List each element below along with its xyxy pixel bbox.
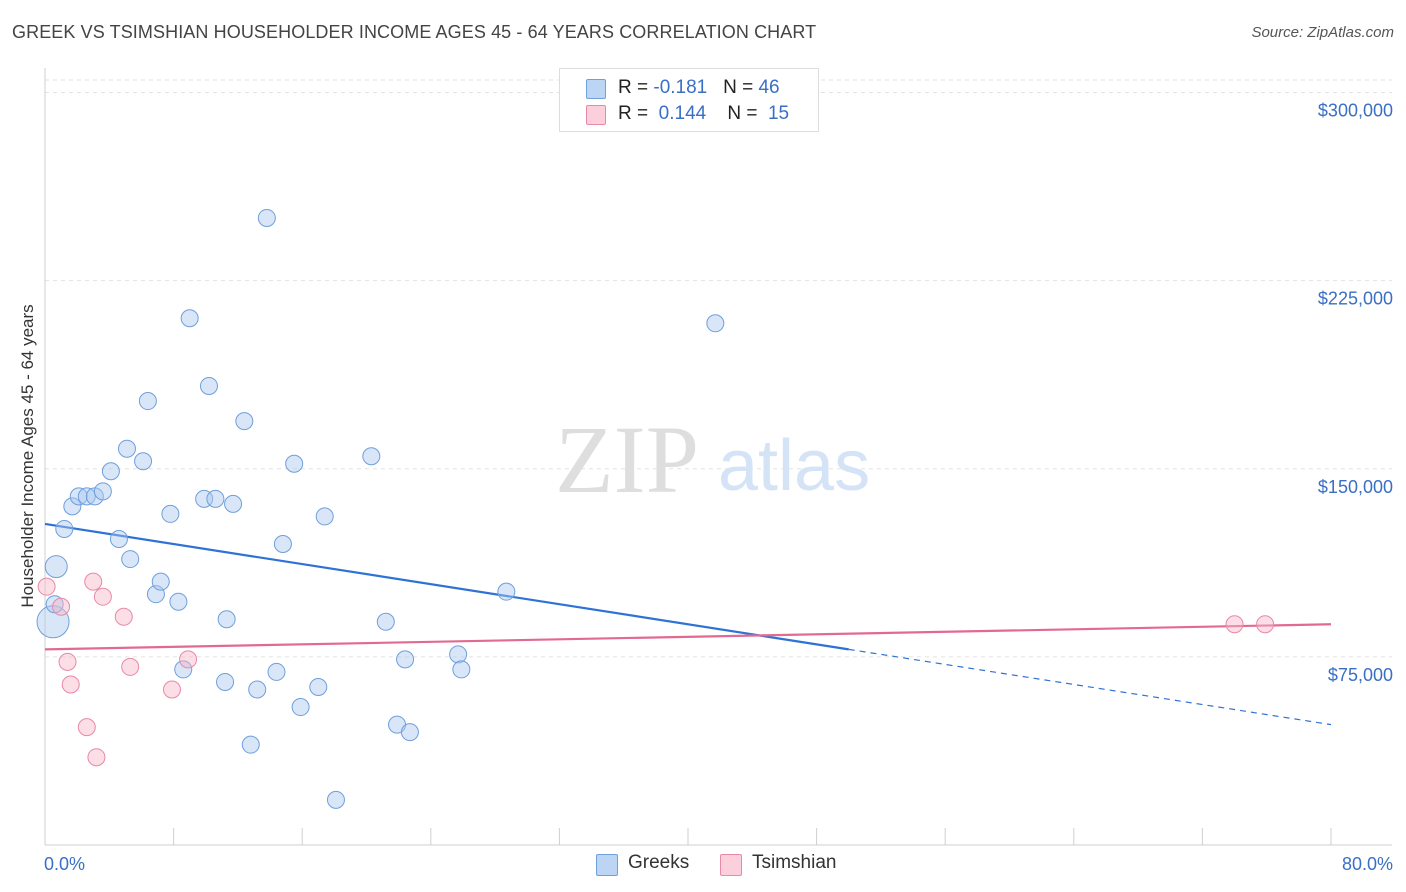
greeks-legend-swatch: [596, 854, 618, 876]
tsimshian-point: [61, 675, 80, 694]
greeks-point: [309, 677, 328, 696]
greeks-point: [101, 462, 120, 481]
y-tick-label: $75,000: [1328, 665, 1393, 685]
tsimshian-point: [121, 657, 140, 676]
greeks-point: [326, 790, 345, 809]
greeks-point: [257, 208, 276, 227]
greeks-trend-extension: [848, 648, 1332, 726]
tsimshian-point: [77, 718, 96, 737]
tsimshian-point: [37, 577, 56, 596]
greeks-point: [161, 504, 180, 523]
tsimshian-point: [114, 607, 133, 626]
greeks-point: [400, 723, 419, 742]
greeks-point: [291, 698, 310, 717]
y-tick-label: $300,000: [1318, 101, 1393, 121]
greeks-point: [497, 582, 516, 601]
grid-lines: [45, 79, 1392, 658]
greeks-point: [138, 392, 157, 411]
greeks-point: [248, 680, 267, 699]
tsimshian-point: [87, 748, 106, 767]
tsimshian-trend-line: [44, 623, 1332, 651]
greeks-point: [396, 650, 415, 669]
greeks-point: [217, 610, 236, 629]
n-label: N =: [727, 103, 763, 124]
legend-row-text: R = 0.144 N = 15: [618, 103, 789, 125]
legend-row-text: R = -0.181 N = 46: [618, 77, 780, 99]
tsimshian-point: [1256, 615, 1275, 634]
x-tick-label: 0.0%: [44, 854, 85, 874]
greeks-point: [315, 507, 334, 526]
greeks-point: [206, 489, 225, 508]
greeks-point: [174, 660, 193, 679]
greeks-point: [449, 645, 468, 664]
chart-title: GREEK VS TSIMSHIAN HOUSEHOLDER INCOME AG…: [12, 22, 817, 42]
n-label: N =: [723, 77, 759, 98]
greeks-point: [241, 735, 260, 754]
r-value: 0.144: [658, 103, 707, 124]
greeks-point: [267, 662, 286, 681]
tsimshian-point: [162, 680, 181, 699]
n-value: 46: [758, 77, 780, 98]
tick-labels: $75,000 $150,000 $225,000 $300,000 0.0% 80.0%: [44, 101, 1393, 874]
y-tick-label: $150,000: [1318, 477, 1393, 497]
greeks-point: [362, 447, 381, 466]
watermark-zip: ZIP: [555, 406, 699, 513]
greeks-swatch: [586, 79, 606, 99]
n-value: 15: [767, 103, 790, 124]
greeks-point: [199, 377, 218, 395]
greeks-point: [285, 454, 304, 473]
tsimshian-point: [1225, 615, 1244, 634]
tsimshian-point: [84, 572, 103, 591]
greeks-legend-label: Greeks: [628, 852, 690, 873]
greeks-point: [151, 572, 170, 591]
watermark: ZIP atlas: [555, 406, 870, 513]
greeks-point: [180, 309, 199, 328]
greeks-point: [55, 519, 74, 538]
greeks-trend-line: [44, 522, 849, 651]
axes: [44, 68, 1392, 846]
tsimshian-point: [58, 652, 77, 671]
tsimshian-swatch: [586, 105, 606, 125]
tsimshian-point: [179, 650, 198, 669]
y-axis-label: Householder Income Ages 45 - 64 years: [18, 304, 37, 608]
y-axis-label-wrap: Householder Income Ages 45 - 64 years: [14, 0, 42, 892]
greeks-point: [706, 314, 725, 333]
greeks-point: [117, 439, 136, 458]
greeks-point: [376, 612, 395, 631]
greeks-point: [216, 672, 235, 691]
y-tick-label: $225,000: [1318, 289, 1393, 309]
correlation-legend: R = -0.181 N = 46 R = 0.144 N = 15: [559, 68, 819, 132]
tsimshian-legend-label: Tsimshian: [752, 852, 837, 873]
greeks-point: [235, 412, 254, 431]
data-points: [36, 208, 1275, 809]
greeks-point: [121, 550, 140, 569]
greeks-point: [224, 494, 243, 513]
greeks-point: [134, 452, 153, 471]
r-label: R =: [618, 103, 654, 124]
greeks-point: [169, 592, 188, 611]
greeks-point: [44, 555, 68, 579]
r-label: R =: [618, 77, 654, 98]
trend-lines: [44, 522, 1332, 726]
greeks-point: [273, 535, 292, 554]
greeks-point: [109, 530, 128, 548]
r-value: -0.181: [653, 77, 708, 98]
watermark-atlas: atlas: [718, 426, 870, 506]
tsimshian-point: [52, 597, 71, 616]
greeks-point: [63, 497, 82, 516]
x-tick-label: 80.0%: [1342, 854, 1393, 874]
greeks-point: [452, 660, 471, 679]
tsimshian-point: [93, 587, 112, 606]
source-label: Source: ZipAtlas.com: [1251, 24, 1394, 41]
greeks-point: [93, 482, 112, 501]
tsimshian-legend-swatch: [720, 854, 742, 876]
